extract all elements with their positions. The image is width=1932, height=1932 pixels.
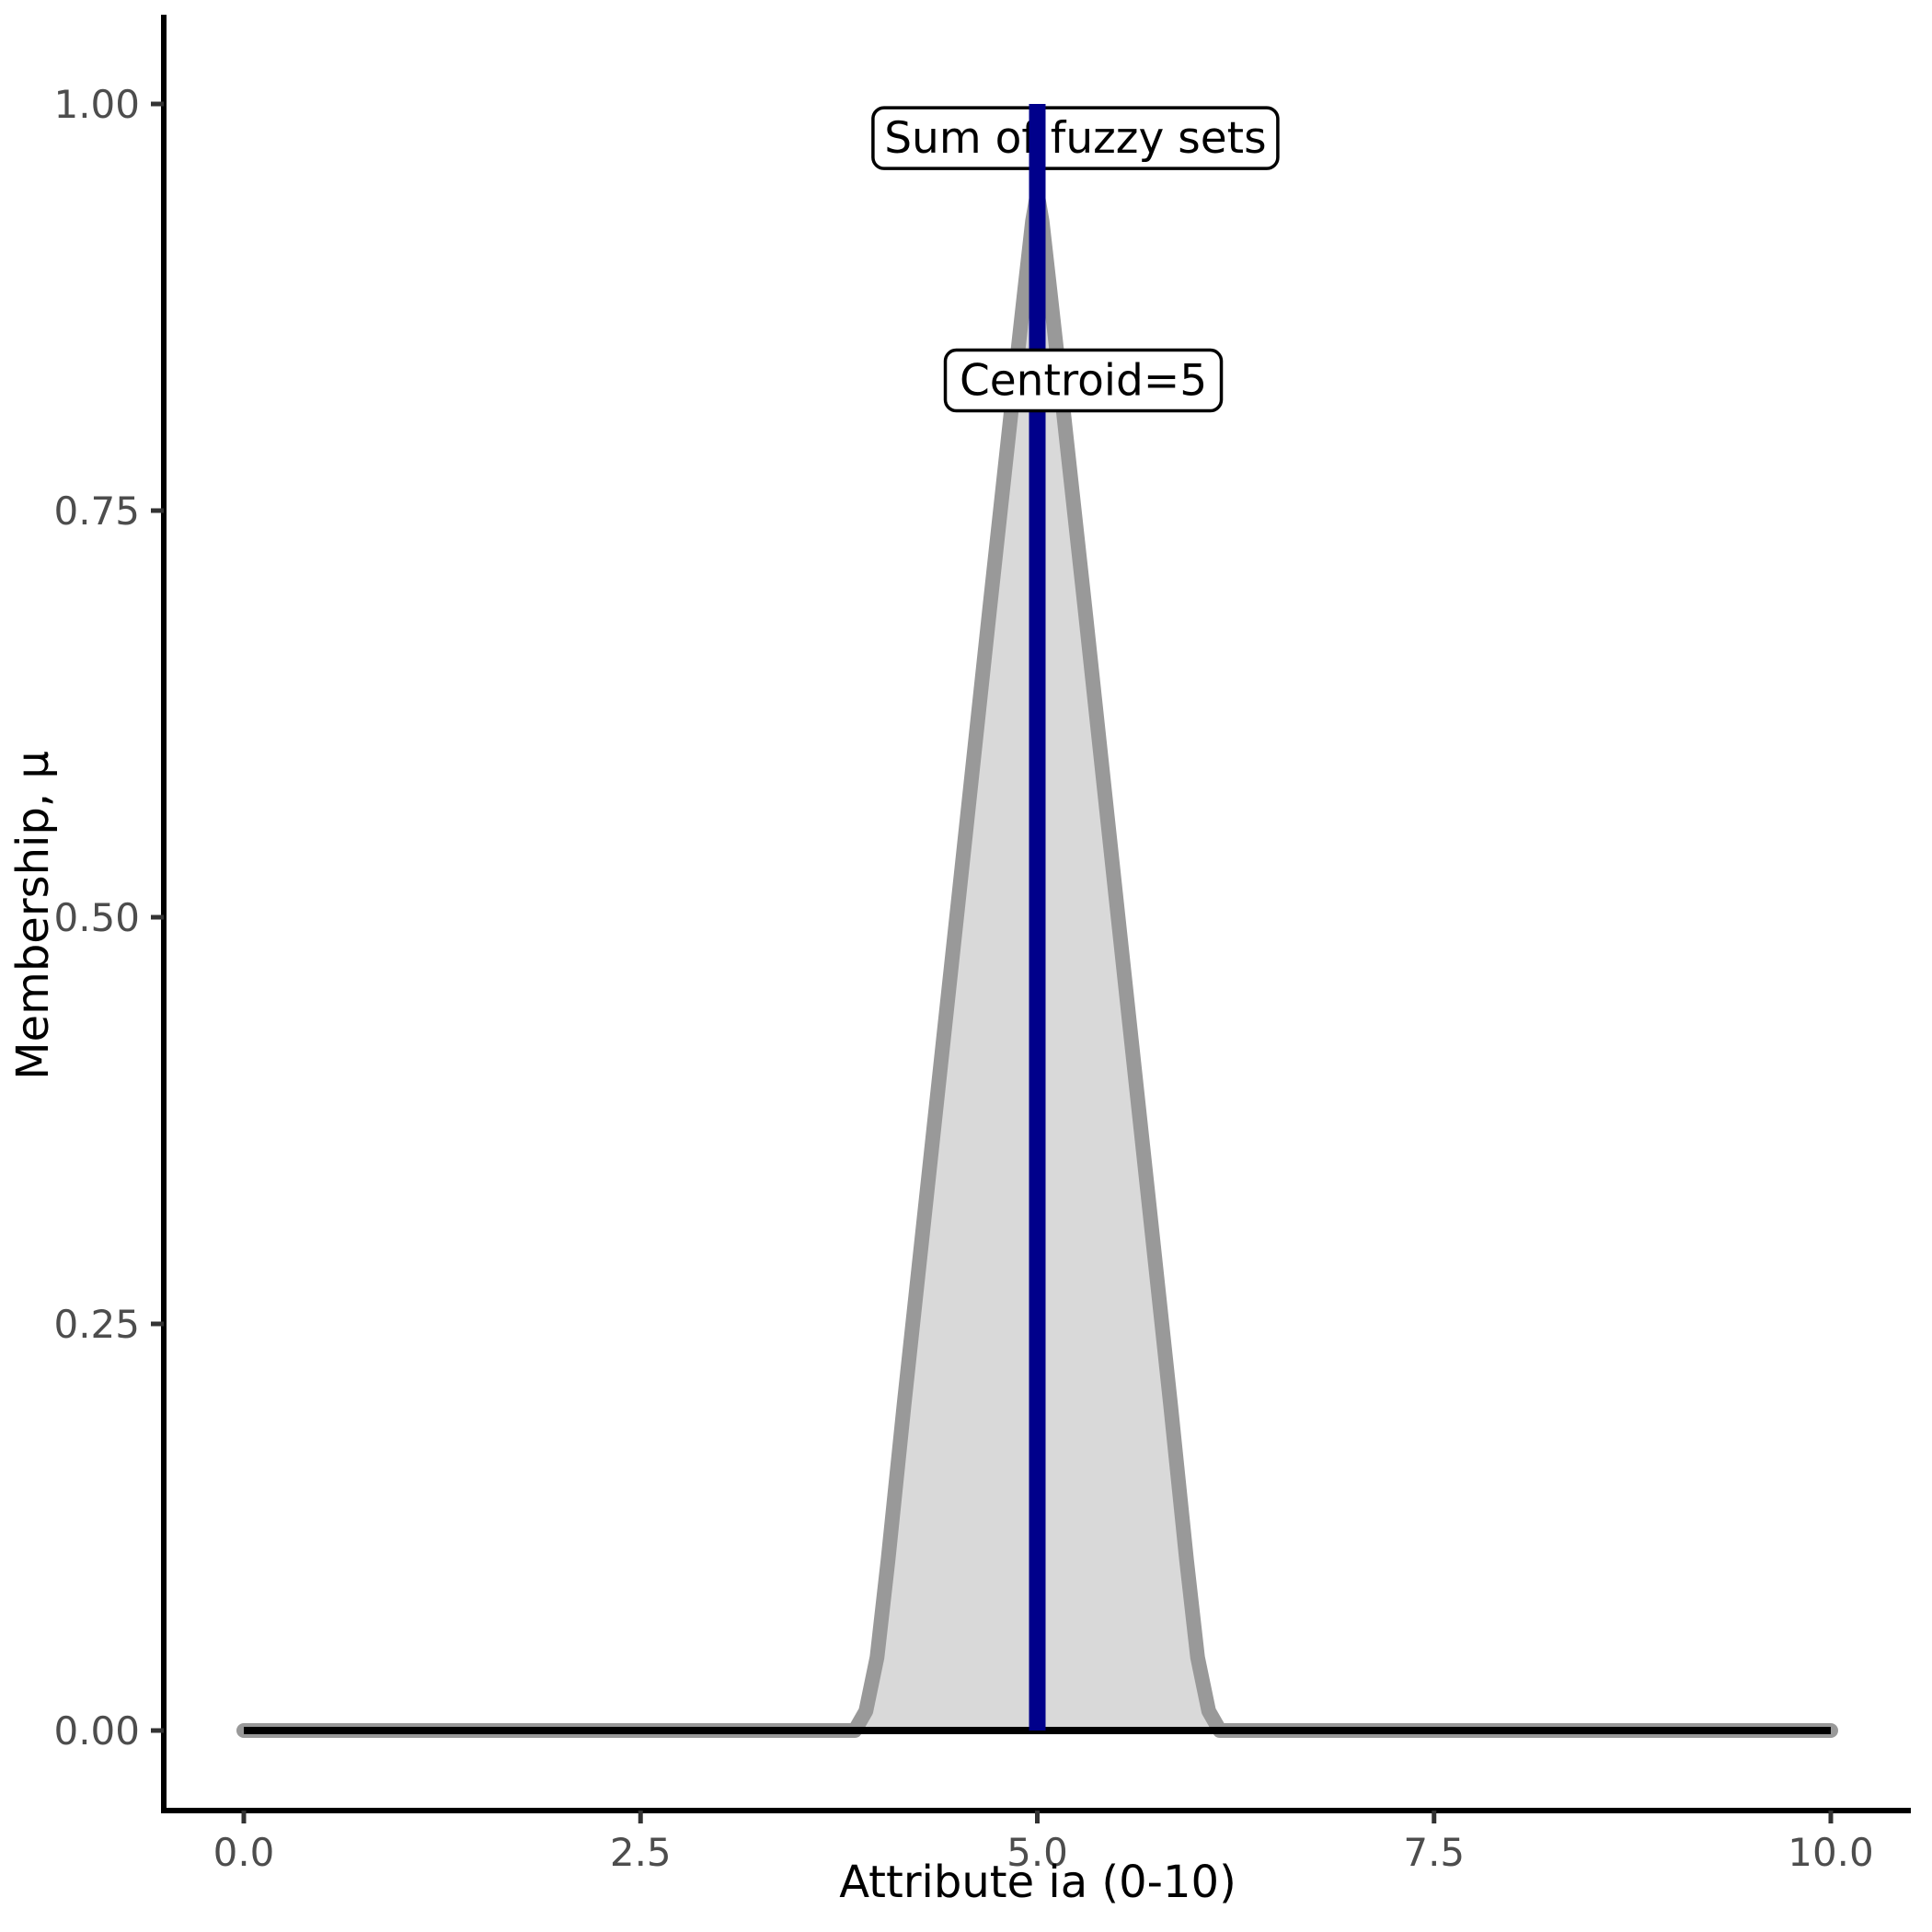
x-axis-title: Attribute ia (0-10)	[839, 1857, 1236, 1908]
x-tick-label: 7.5	[1403, 1830, 1465, 1875]
axis-spines	[161, 15, 1911, 1813]
x-tick-label: 10.0	[1788, 1830, 1874, 1875]
y-tick-label: 0.00	[53, 1708, 140, 1754]
x-tick-label: 0.0	[213, 1830, 275, 1875]
centroid-label-text: Centroid=5	[960, 356, 1207, 407]
sum-label-box	[871, 106, 1280, 170]
y-tick-label: 0.50	[53, 895, 140, 940]
series-layer: Sum of fuzzy sets Centroid=5	[236, 104, 1838, 1738]
y-axis-title: Membership, μ	[7, 751, 59, 1080]
axes-layer: 0.0 2.5 5.0 7.5 10.0 0.00 0.25 0.50 0.75 1.00	[53, 15, 1911, 1875]
y-tick-label: 0.75	[53, 489, 140, 534]
annotation-centroid-label: Centroid=5	[943, 348, 1224, 413]
y-tick-label: 1.00	[53, 82, 140, 127]
x-tick-label: 2.5	[610, 1830, 672, 1875]
x-tick-label: 5.0	[1006, 1830, 1068, 1875]
centroid-label-box	[943, 348, 1224, 413]
annotation-sum-label: Sum of fuzzy sets	[871, 106, 1280, 170]
y-tick-label: 0.25	[53, 1302, 140, 1347]
sum-label-text: Sum of fuzzy sets	[884, 113, 1266, 164]
